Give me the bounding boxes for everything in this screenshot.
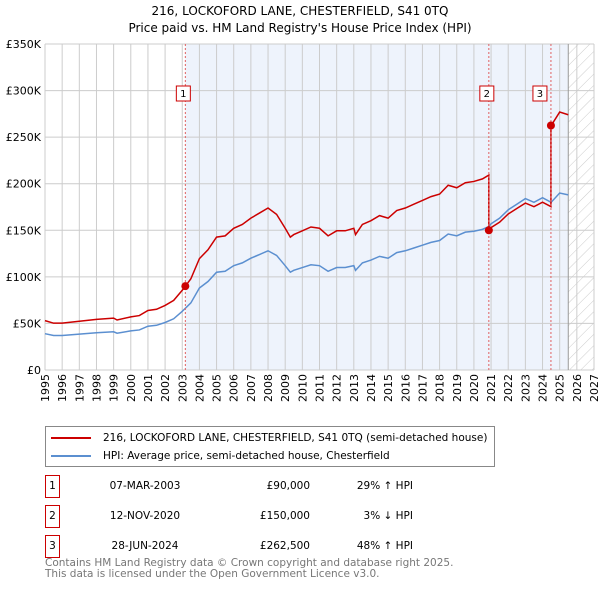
x-tick-label: 2017 [416, 374, 429, 402]
x-tick-label: 1999 [108, 374, 121, 402]
sale-point [181, 282, 190, 291]
transaction-row: 2 12-NOV-2020 £150,000 3% ↓ HPI [45, 505, 445, 528]
x-tick-label: 2019 [451, 374, 464, 402]
x-tick-label: 2007 [245, 374, 258, 402]
chart-title: 216, LOCKOFORD LANE, CHESTERFIELD, S41 0… [152, 4, 449, 18]
transaction-row: 1 07-MAR-2003 £90,000 29% ↑ HPI [45, 475, 445, 498]
x-tick-label: 2016 [399, 374, 412, 402]
transaction-row: 3 28-JUN-2024 £262,500 48% ↑ HPI [45, 535, 445, 558]
transaction-price: £90,000 [266, 480, 310, 492]
x-tick-label: 2012 [331, 374, 344, 402]
x-tick-label: 1995 [39, 374, 52, 402]
x-tick-label: 2003 [176, 374, 189, 402]
x-tick-label: 2010 [296, 374, 309, 402]
chart-subtitle: Price paid vs. HM Land Registry's House … [128, 21, 471, 35]
transaction-number: 2 [45, 505, 60, 528]
legend-label-property: 216, LOCKOFORD LANE, CHESTERFIELD, S41 0… [103, 432, 488, 444]
x-tick-label: 2000 [125, 374, 138, 402]
y-tick-label: £150K [6, 224, 42, 237]
legend-item-hpi: HPI: Average price, semi-detached house,… [51, 448, 390, 464]
y-tick-label: £300K [6, 85, 42, 98]
transaction-date: 28-JUN-2024 [111, 540, 179, 552]
x-tick-label: 2013 [348, 374, 361, 402]
transaction-number: 3 [45, 535, 60, 558]
legend-swatch-property [51, 437, 91, 439]
sale-label: 2 [484, 89, 490, 100]
x-tick-label: 1998 [90, 374, 103, 402]
legend: 216, LOCKOFORD LANE, CHESTERFIELD, S41 0… [45, 426, 495, 467]
y-tick-label: £350K [6, 38, 42, 51]
sale-label: 1 [180, 89, 186, 100]
x-tick-label: 2022 [502, 374, 515, 402]
x-tick-label: 2002 [159, 374, 172, 402]
transaction-date: 07-MAR-2003 [109, 480, 181, 492]
footer-copyright: Contains HM Land Registry data © Crown c… [45, 557, 454, 569]
transaction-date: 12-NOV-2020 [109, 510, 181, 522]
x-tick-label: 2027 [588, 374, 600, 402]
y-tick-label: £0 [27, 364, 41, 377]
y-tick-label: £200K [6, 178, 42, 191]
x-tick-label: 2011 [314, 374, 327, 402]
sale-point [546, 121, 555, 130]
x-tick-label: 2023 [519, 374, 532, 402]
ownership-shade [185, 44, 569, 370]
x-tick-label: 2001 [142, 374, 155, 402]
x-tick-label: 2008 [262, 374, 275, 402]
transaction-hpi: 3% ↓ HPI [363, 510, 413, 522]
x-tick-label: 2025 [554, 374, 567, 402]
x-tick-label: 2026 [571, 374, 584, 402]
sale-label-box [175, 85, 191, 102]
x-tick-label: 2005 [211, 374, 224, 402]
sale-point [484, 226, 493, 235]
forecast-hatch [568, 44, 594, 370]
legend-label-hpi: HPI: Average price, semi-detached house,… [103, 450, 390, 462]
x-tick-label: 2020 [468, 374, 481, 402]
footer-licence: This data is licensed under the Open Gov… [45, 568, 380, 580]
x-tick-label: 2018 [434, 374, 447, 402]
x-tick-label: 2021 [485, 374, 498, 402]
x-tick-label: 2024 [537, 374, 550, 402]
transaction-number: 1 [45, 475, 60, 498]
x-tick-label: 2014 [365, 374, 378, 402]
x-tick-label: 2009 [279, 374, 292, 402]
legend-swatch-hpi [51, 455, 91, 457]
sale-label-box [479, 85, 495, 102]
y-tick-label: £100K [6, 271, 42, 284]
y-tick-label: £250K [6, 131, 42, 144]
x-tick-label: 2004 [193, 374, 206, 402]
x-tick-label: 1996 [56, 374, 69, 402]
x-tick-label: 2006 [228, 374, 241, 402]
chart: 216, LOCKOFORD LANE, CHESTERFIELD, S41 0… [6, 4, 600, 402]
transaction-hpi: 29% ↑ HPI [356, 480, 413, 492]
transaction-price: £262,500 [259, 540, 310, 552]
y-tick-label: £50K [13, 317, 42, 330]
legend-item-property: 216, LOCKOFORD LANE, CHESTERFIELD, S41 0… [51, 430, 487, 446]
transaction-hpi: 48% ↑ HPI [356, 540, 413, 552]
transaction-price: £150,000 [259, 510, 310, 522]
x-tick-label: 2015 [382, 374, 395, 402]
sale-label-box [532, 85, 548, 102]
x-tick-label: 1997 [73, 374, 86, 402]
footer: Contains HM Land Registry data © Crown c… [45, 558, 453, 580]
sale-label: 3 [537, 89, 543, 100]
